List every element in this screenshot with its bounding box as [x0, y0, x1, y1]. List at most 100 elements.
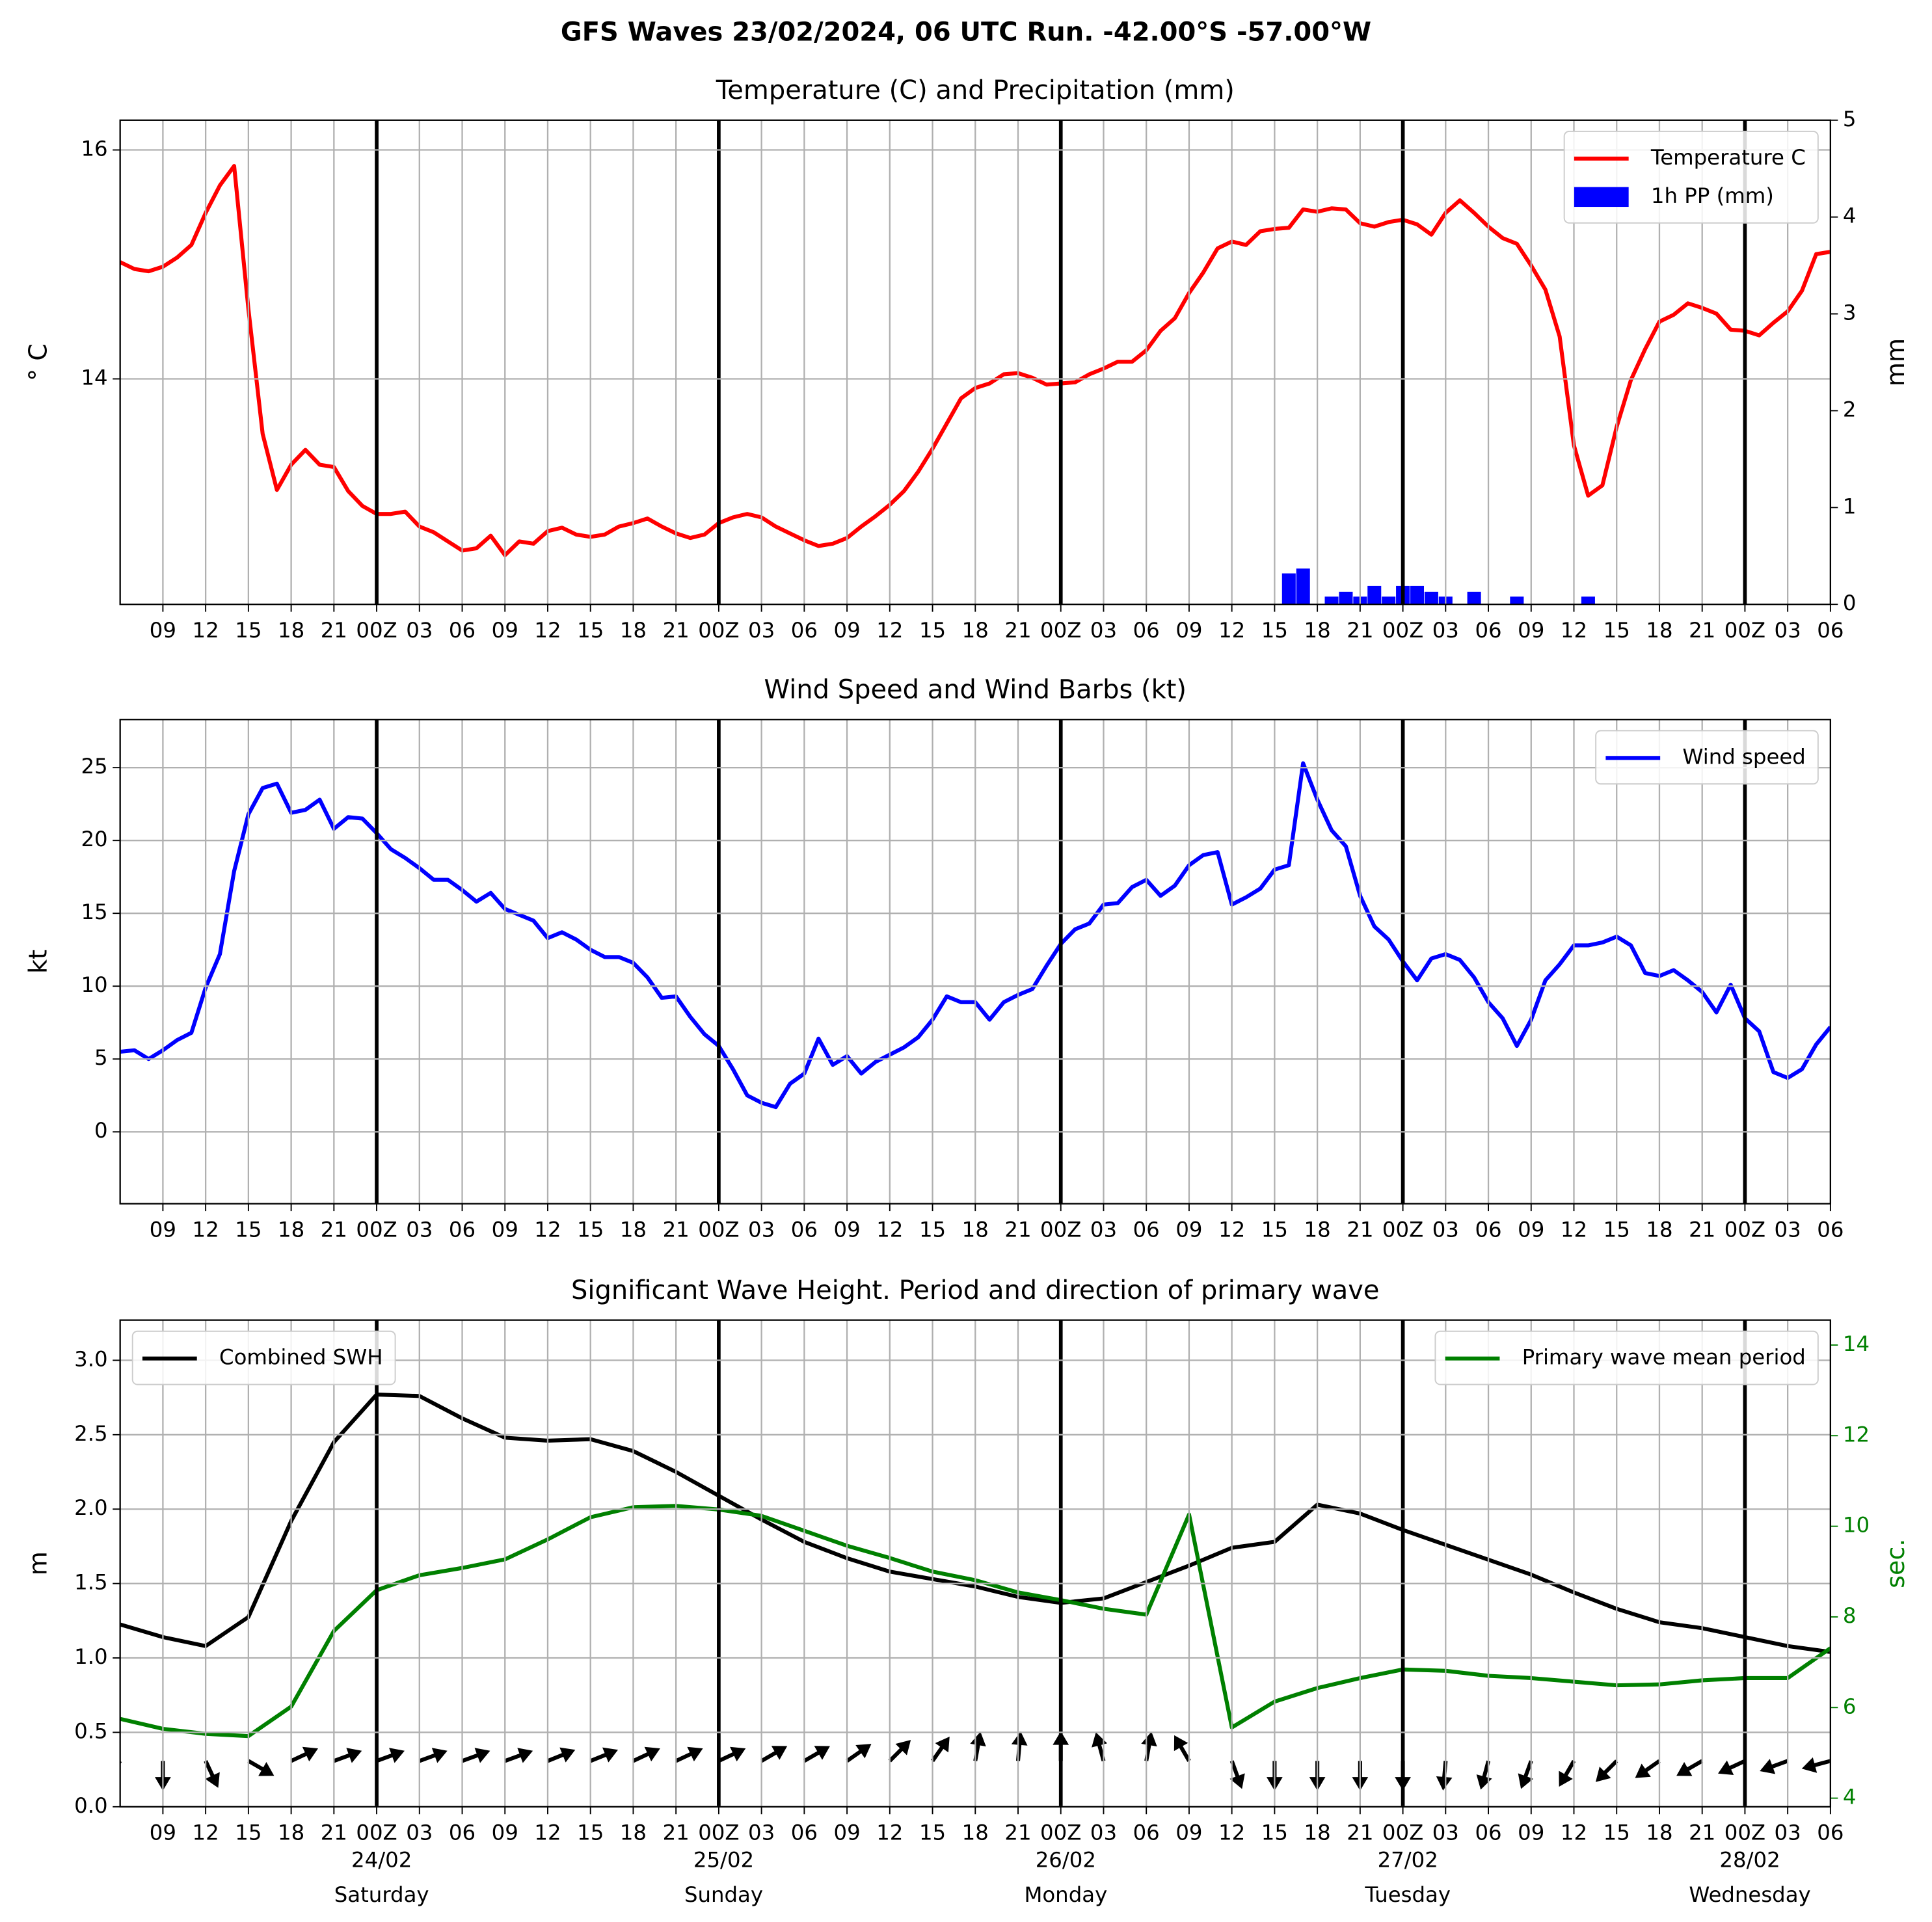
wave-arrow: [1801, 1757, 1831, 1773]
date-label: 27/02: [1378, 1848, 1438, 1873]
x-tick-label: 12: [1561, 618, 1587, 643]
x-tick-label: 12: [876, 1821, 903, 1845]
legend: Wind speed: [1595, 730, 1819, 785]
x-tick-label: 18: [278, 1821, 304, 1845]
x-tick-label: 03: [406, 1218, 433, 1242]
x-tick-label: 18: [962, 1821, 989, 1845]
y2-tick-label: 2: [1843, 397, 1857, 421]
x-tick-label: 21: [1004, 1821, 1031, 1845]
y2-axis-label: sec.: [1881, 1539, 1910, 1588]
x-tick-label: 06: [449, 1218, 476, 1242]
x-tick-label: 09: [833, 618, 860, 643]
date-label: 28/02: [1719, 1848, 1780, 1873]
x-tick-label: 21: [1004, 618, 1031, 643]
y-tick-label: 0.0: [74, 1793, 107, 1818]
day-label: Tuesday: [1364, 1882, 1451, 1907]
x-tick-label: 06: [1817, 1218, 1844, 1242]
x-tick-label: 15: [235, 1218, 262, 1242]
x-tick-label: 15: [1261, 618, 1288, 643]
precip-bar: [1324, 596, 1339, 605]
y-tick-label: 0: [94, 1118, 108, 1143]
wave-arrow: [632, 1746, 660, 1763]
x-tick-label: 18: [278, 618, 304, 643]
x-tick-label: 18: [1646, 618, 1672, 643]
y2-tick-label: 10: [1843, 1513, 1870, 1538]
y2-tick-label: 8: [1843, 1603, 1857, 1628]
legend-box: [131, 1330, 396, 1385]
x-tick-label: 00Z: [1724, 1821, 1765, 1845]
x-tick-label: 09: [150, 1821, 176, 1845]
x-tick-label: 03: [748, 1821, 775, 1845]
wave-arrow: [418, 1748, 448, 1763]
y-tick-label: 0.5: [74, 1718, 107, 1743]
x-tick-label: 09: [1518, 1218, 1544, 1242]
x-tick-label: 15: [1261, 1218, 1288, 1242]
x-tick-label: 12: [193, 618, 219, 643]
x-tick-label: 00Z: [1382, 1821, 1423, 1845]
y-tick-label: 3.0: [74, 1346, 107, 1371]
precip-bar: [1339, 591, 1353, 605]
x-tick-label: 00Z: [1724, 1218, 1765, 1242]
wave-arrow: [1518, 1760, 1533, 1789]
wave-arrow: [931, 1736, 950, 1763]
legend-label: 1h PP (mm): [1651, 183, 1774, 208]
x-tick-label: 00Z: [356, 1218, 397, 1242]
x-tick-label: 12: [193, 1218, 219, 1242]
y-tick-label: 2.0: [74, 1495, 107, 1520]
precip-bar: [1467, 591, 1481, 605]
x-tick-label: 21: [321, 618, 347, 643]
precip-bar: [1382, 596, 1396, 605]
x-tick-label: 12: [876, 618, 903, 643]
x-tick-label: 09: [492, 1821, 518, 1845]
x-tick-label: 06: [1133, 1218, 1160, 1242]
x-tick-label: 03: [748, 618, 775, 643]
x-tick-label: 21: [1004, 1218, 1031, 1242]
x-tick-label: 21: [1689, 1218, 1715, 1242]
x-tick-label: 12: [1561, 1218, 1587, 1242]
y-tick-label: 2.5: [74, 1421, 107, 1446]
precip-bar: [1296, 568, 1310, 605]
x-tick-label: 15: [1261, 1821, 1288, 1845]
wave-arrow: [1760, 1759, 1789, 1774]
y2-axis-label: mm: [1881, 338, 1910, 386]
figure-title: GFS Waves 23/02/2024, 06 UTC Run. -42.00…: [561, 18, 1371, 47]
x-tick-label: 21: [1347, 1218, 1373, 1242]
x-tick-label: 15: [577, 1821, 604, 1845]
wave-arrow: [504, 1748, 533, 1763]
wave-arrow: [846, 1744, 872, 1763]
y-tick-label: 15: [81, 900, 107, 924]
x-tick-label: 03: [406, 618, 433, 643]
y2-tick-label: 12: [1843, 1422, 1870, 1447]
x-tick-label: 09: [1175, 1218, 1202, 1242]
y-tick-label: 20: [81, 827, 107, 851]
x-tick-label: 09: [150, 618, 176, 643]
legend: Primary wave mean period: [1434, 1330, 1819, 1385]
legend-item: Temperature C: [1574, 145, 1806, 170]
x-tick-label: 18: [1304, 618, 1331, 643]
y2-tick-label: 5: [1843, 107, 1857, 131]
legend-label: Wind speed: [1682, 744, 1805, 769]
panel-title: Significant Wave Height. Period and dire…: [571, 1275, 1379, 1305]
wave-arrow: [1174, 1735, 1191, 1762]
x-tick-label: 21: [1347, 618, 1373, 643]
x-tick-label: 03: [1090, 618, 1117, 643]
x-tick-label: 00Z: [698, 1218, 739, 1242]
wave-arrow: [1635, 1759, 1661, 1778]
x-tick-label: 03: [1090, 1218, 1117, 1242]
x-tick-label: 12: [1218, 1821, 1245, 1845]
x-tick-label: 21: [1347, 1821, 1373, 1845]
x-tick-label: 09: [833, 1821, 860, 1845]
x-tick-label: 03: [1775, 1218, 1801, 1242]
wave-arrow: [1229, 1760, 1245, 1789]
wave-arrow: [888, 1740, 911, 1763]
x-tick-label: 06: [791, 618, 818, 643]
x-tick-label: 09: [492, 618, 518, 643]
x-tick-label: 12: [193, 1821, 219, 1845]
x-tick-label: 12: [1218, 1218, 1245, 1242]
y-axis-label: m: [23, 1551, 52, 1575]
wave-arrow: [546, 1747, 576, 1763]
x-tick-label: 06: [791, 1218, 818, 1242]
x-tick-label: 18: [1304, 1821, 1331, 1845]
date-label: 24/02: [351, 1848, 412, 1873]
x-tick-label: 06: [449, 618, 476, 643]
